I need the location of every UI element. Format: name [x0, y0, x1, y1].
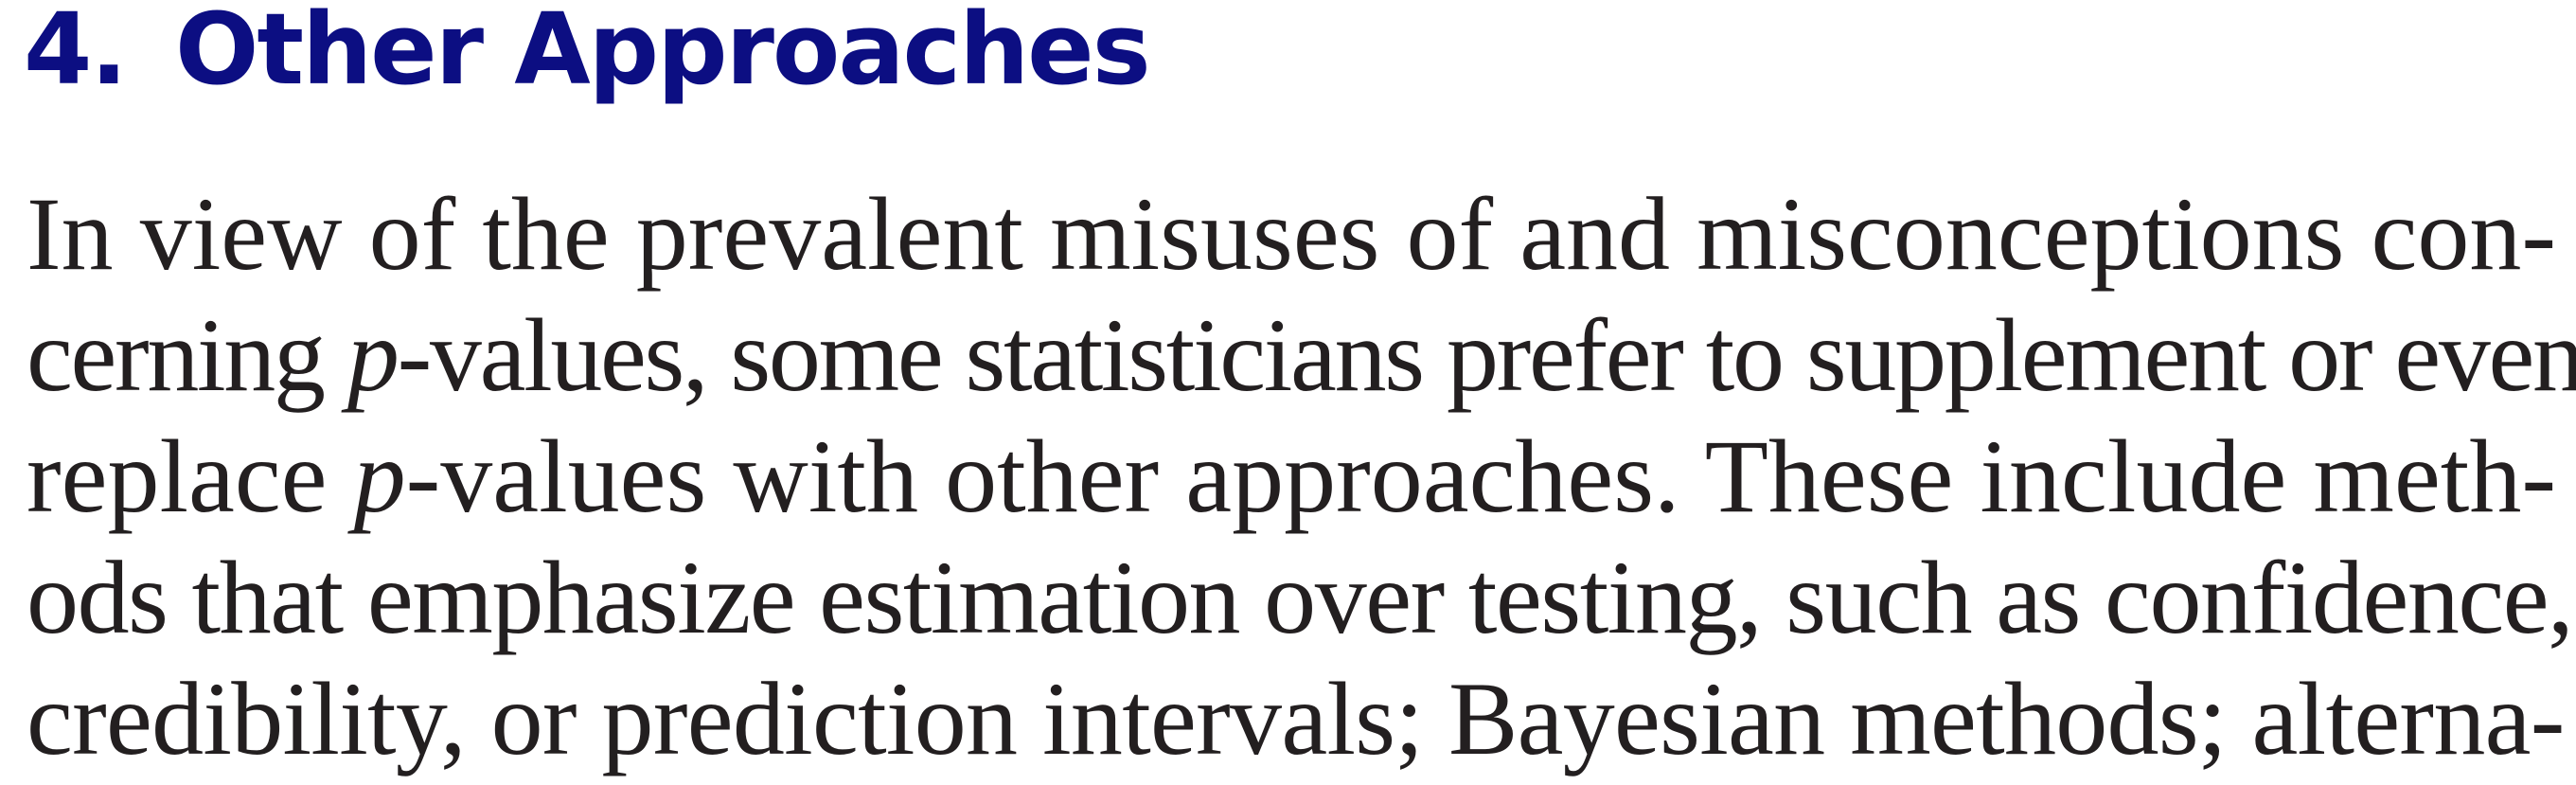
section-number: 4. [24, 0, 128, 107]
line-text: ods that emphasize estimation over testi… [27, 540, 2574, 655]
line-text: -values, some statisticians prefer to su… [397, 297, 2576, 413]
paragraph-line-3: replace p-values with other approaches. … [27, 416, 2556, 537]
section-title: Other Approaches [175, 0, 1151, 107]
line-text: cerning [27, 297, 347, 413]
paragraph-line-2: cerning p-values, some statisticians pre… [27, 294, 2576, 416]
line-text: -values with other approaches. These inc… [405, 419, 2556, 534]
body-paragraph: In view of the prevalent misuses of and … [27, 173, 2576, 779]
p-symbol: p [346, 297, 400, 413]
section-heading: 4. Other Approaches [24, 0, 1151, 107]
line-text: In view of the prevalent misuses of and … [27, 176, 2556, 292]
p-symbol: p [353, 419, 406, 534]
paragraph-line-1: In view of the prevalent misuses of and … [27, 173, 2556, 294]
paragraph-line-4: ods that emphasize estimation over testi… [27, 537, 2574, 658]
line-text: credibility, or prediction intervals; Ba… [27, 661, 2565, 776]
line-text: replace [27, 419, 354, 534]
paragraph-line-5: credibility, or prediction intervals; Ba… [27, 658, 2565, 779]
